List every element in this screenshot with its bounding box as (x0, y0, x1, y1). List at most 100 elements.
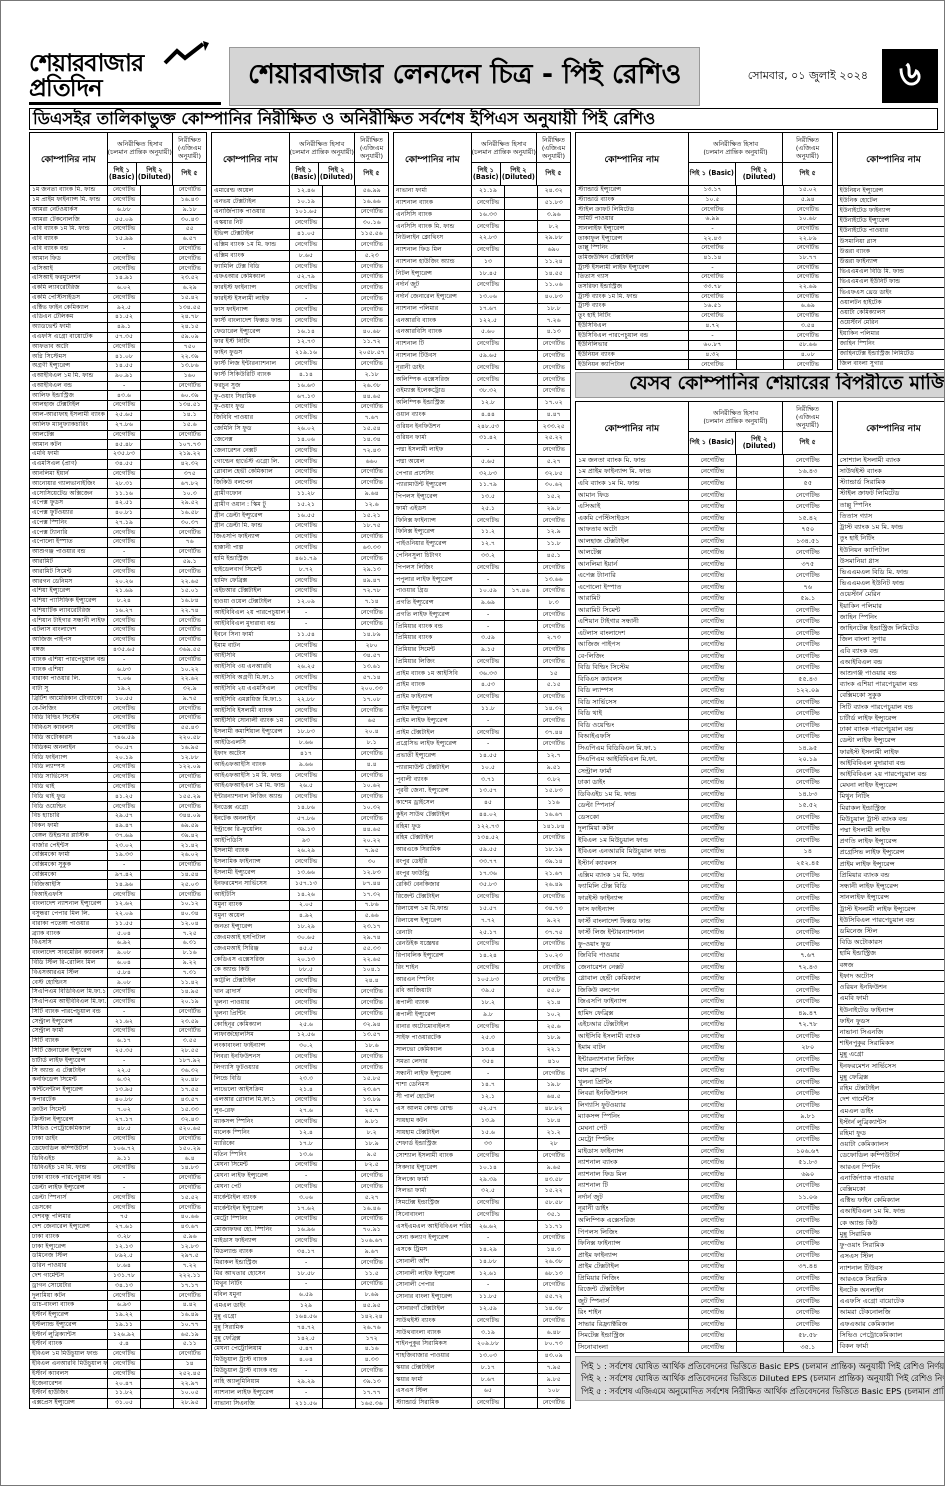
table-row: প্যারামাউন্ট ইন্স্যুরেন্স ১১.৭৯ ৩০.৬২ (394, 480, 570, 492)
table-row: বিডি ওয়েল্ডিং নেগেটিভ নেগেটিভ (30, 802, 206, 812)
pe2-cell (141, 860, 174, 870)
company-cell: বিকন ফার্মা (838, 1341, 944, 1351)
table-row: যমুনা ব্যাংক ২.০৫ ৭.৮৬ (212, 900, 388, 912)
company-cell: এলআর গ্লোবাল মি.ফা.১ (212, 1095, 291, 1106)
pe1-cell: ৩৪.১৩ (108, 1281, 141, 1291)
pe1-cell: ৪১.০৫ (290, 229, 323, 240)
pe5-cell: ১২.৮৮ (180, 753, 199, 761)
table-row: সেন্ট্রাল ইন্স্যুরেন্স ২১.৬২ ২৩.৫৯ (30, 1017, 206, 1028)
column-header-pe5: পিই ৫ (363, 169, 380, 178)
pe5-cell: নেগেটিভ (178, 381, 202, 389)
pe2-cell (505, 421, 538, 433)
pe1-cell: ৪২.৫১ (108, 499, 141, 508)
pe5-cell: ১০.১২ (180, 900, 199, 908)
pe5-cell: নেগেটিভ (795, 835, 820, 844)
pe2-cell (505, 915, 538, 927)
company-cell: রেনউইক যজ্ঞেশ্বর (394, 939, 473, 950)
pe1-cell: ৫৫.০৯ (108, 215, 141, 225)
company-cell: জিএসপি ফাইন্যান্স (576, 996, 690, 1007)
pe2-cell (323, 987, 356, 998)
pe1-cell: নেগেটিভ (689, 1168, 737, 1180)
pe1-cell: ১৯.৩৩ (108, 851, 141, 860)
table-row: ট্রাস্ট ইসলামী লাইফ ইন্স্যুরেন্স-নেগেটিভ (837, 904, 944, 915)
pe1-cell: ৪৫.৫ (290, 943, 323, 954)
company-cell: গ্রীন ডেল্টা মি. ফান্ড (212, 521, 291, 532)
table-body: ১ম জনতা ব্যাংক মি. ফান্ড নেগেটিভ নেগেটিভ ১ম… (30, 186, 206, 1408)
table-row: আইপিডিসি ৯৩ ২০.২২ (212, 835, 388, 847)
pe5-cell: ১৬৫.৩৬ (360, 1399, 383, 1407)
company-cell: ইউনাইটেড ফাইন্যান্স (838, 206, 944, 215)
pe5-cell: ২০৫৮.৫৭ (358, 349, 385, 357)
pe5-cell: ২০.২২ (362, 836, 381, 844)
pe1-cell: ৫.০৪ (108, 929, 141, 939)
pe2-cell (141, 958, 174, 968)
pe2-cell (141, 1056, 174, 1066)
table-row: ঢাকা ব্যাংক ৩.২৮ ৫.৯৬ (30, 1232, 206, 1243)
company-cell: হাইডেলবার্গ সিমেন্ট (212, 564, 291, 575)
company-cell: গ্রামীণ ওয়ান : স্কিম টু (212, 500, 291, 510)
pe2-cell (141, 264, 174, 274)
company-cell: এসিআই ফরমুলেশন (30, 274, 109, 283)
pe5-cell: ১৩৪.৫১ (796, 536, 820, 545)
dateline: সোমবার, ০১ জুলাই ২০২৪ (747, 68, 868, 82)
pe1-cell: নেগেটিভ (108, 1291, 141, 1301)
company-cell: ইস্টার্ন লুব্রিক্যান্টস (838, 1117, 944, 1127)
pe2-cell (737, 800, 785, 811)
company-cell: ইস্টার্ন ব্যাংক (30, 1340, 109, 1349)
footnote-pe5: পিই ৫ : সর্বশেষ এজিএমে অনুমোদিত সর্বশেষ … (581, 1385, 944, 1396)
pe2-cell (737, 1065, 785, 1076)
company-cell: হামিদ ফেব্রিক্স (212, 575, 291, 586)
table-row: সোনার বাংলা ইন্স্যুরেন্স ১১.৮৫ ৫৫.৭২ (394, 1291, 570, 1304)
company-cell: তুং হাই নিটিং (838, 534, 944, 544)
pe1-cell: ৩.০৬ (290, 1193, 323, 1203)
company-cell: বিডি ল্যাম্পস (576, 685, 690, 696)
company-cell: প্রিমিয়ার ব্যাংক বন্ড (394, 621, 473, 633)
table-row: ন্যাশনাল হাউজিং অ্যান্ড ১৩ ১১.২৪ (394, 256, 570, 269)
pe2-cell (141, 274, 174, 283)
pe2-cell (323, 1377, 356, 1387)
pe2-cell (505, 268, 538, 280)
company-cell: আফতাব অটো (576, 524, 690, 535)
pe1-cell: ১৬.৩৩ (472, 209, 505, 221)
table-row: ইবিএল এনআরবি মিউচুয়াল ফান্ড নেগেটিভ ১৪ (576, 846, 832, 859)
company-cell: হাওয়া ওয়েল টেক্সটাইল (212, 597, 291, 608)
pe5-cell: নেগেটিভ (796, 263, 820, 271)
company-cell: এআইবিএল বন্ড (838, 657, 944, 667)
pe1-cell: নেগেটিভ (108, 890, 141, 900)
unaudited-subheaders: পিই ১ (Basic) পিই ২ (Diluted) (472, 163, 536, 185)
company-cell: জিবিবি পাওয়ার (576, 950, 690, 961)
pe5-cell: ১১.০৬ (798, 1192, 818, 1201)
company-cell: লাফার্জহোলসিম (212, 1030, 291, 1041)
company-cell: এবি ব্যাংক বন্ড (30, 244, 109, 254)
table-row: এসিআই ফরমুলেশন ১৪.৯১ ২৩.৫২ (30, 274, 206, 284)
pe5-cell: ৫৫.৪৩ (180, 724, 199, 732)
company-cell: বিডি ল্যাম্পস (30, 763, 109, 772)
pe1-cell: নেগেটিভ (290, 261, 323, 272)
pe5-cell: ৩৭৫ (801, 559, 815, 568)
table-row: ফ্যামিলি টেক্স বিডি নেগেটিভ নেগেটিভ (212, 261, 388, 273)
pe2-cell (141, 1252, 174, 1261)
pe2-cell (505, 291, 538, 303)
pe1-cell: - (290, 1171, 323, 1182)
pe1-cell: ২৯.৫৭ (108, 812, 141, 821)
company-cell: তাল্লু স্পিনিং (576, 244, 690, 253)
pe1-cell: ১২.৮ (472, 397, 505, 409)
pe2-cell (505, 1397, 538, 1409)
pe2-cell (505, 597, 538, 609)
pe1-cell: ৩১.৪২ (472, 433, 505, 444)
company-cell: এমএল ডাইং (838, 1106, 944, 1116)
audited-subheaders: পিই ৫ (173, 163, 206, 185)
column-header-pe5: পিই ৫ (799, 169, 816, 178)
company-cell: উসমানিয়া গ্লাস (838, 237, 944, 246)
pe1-cell: নেগেটিভ (689, 604, 737, 616)
pe2-cell (737, 754, 785, 765)
pe1-cell: ২০.১৩ (290, 954, 323, 965)
pe1-cell: ১৪.২৯ (472, 1244, 505, 1256)
table-row: জেনারেশন নেক্সট নেগেটিভ ৭২.৪৩ (576, 961, 832, 974)
company-cell: পিপলস লিজিং (394, 562, 473, 574)
pe5-cell: ১২.০৪ (180, 919, 199, 927)
